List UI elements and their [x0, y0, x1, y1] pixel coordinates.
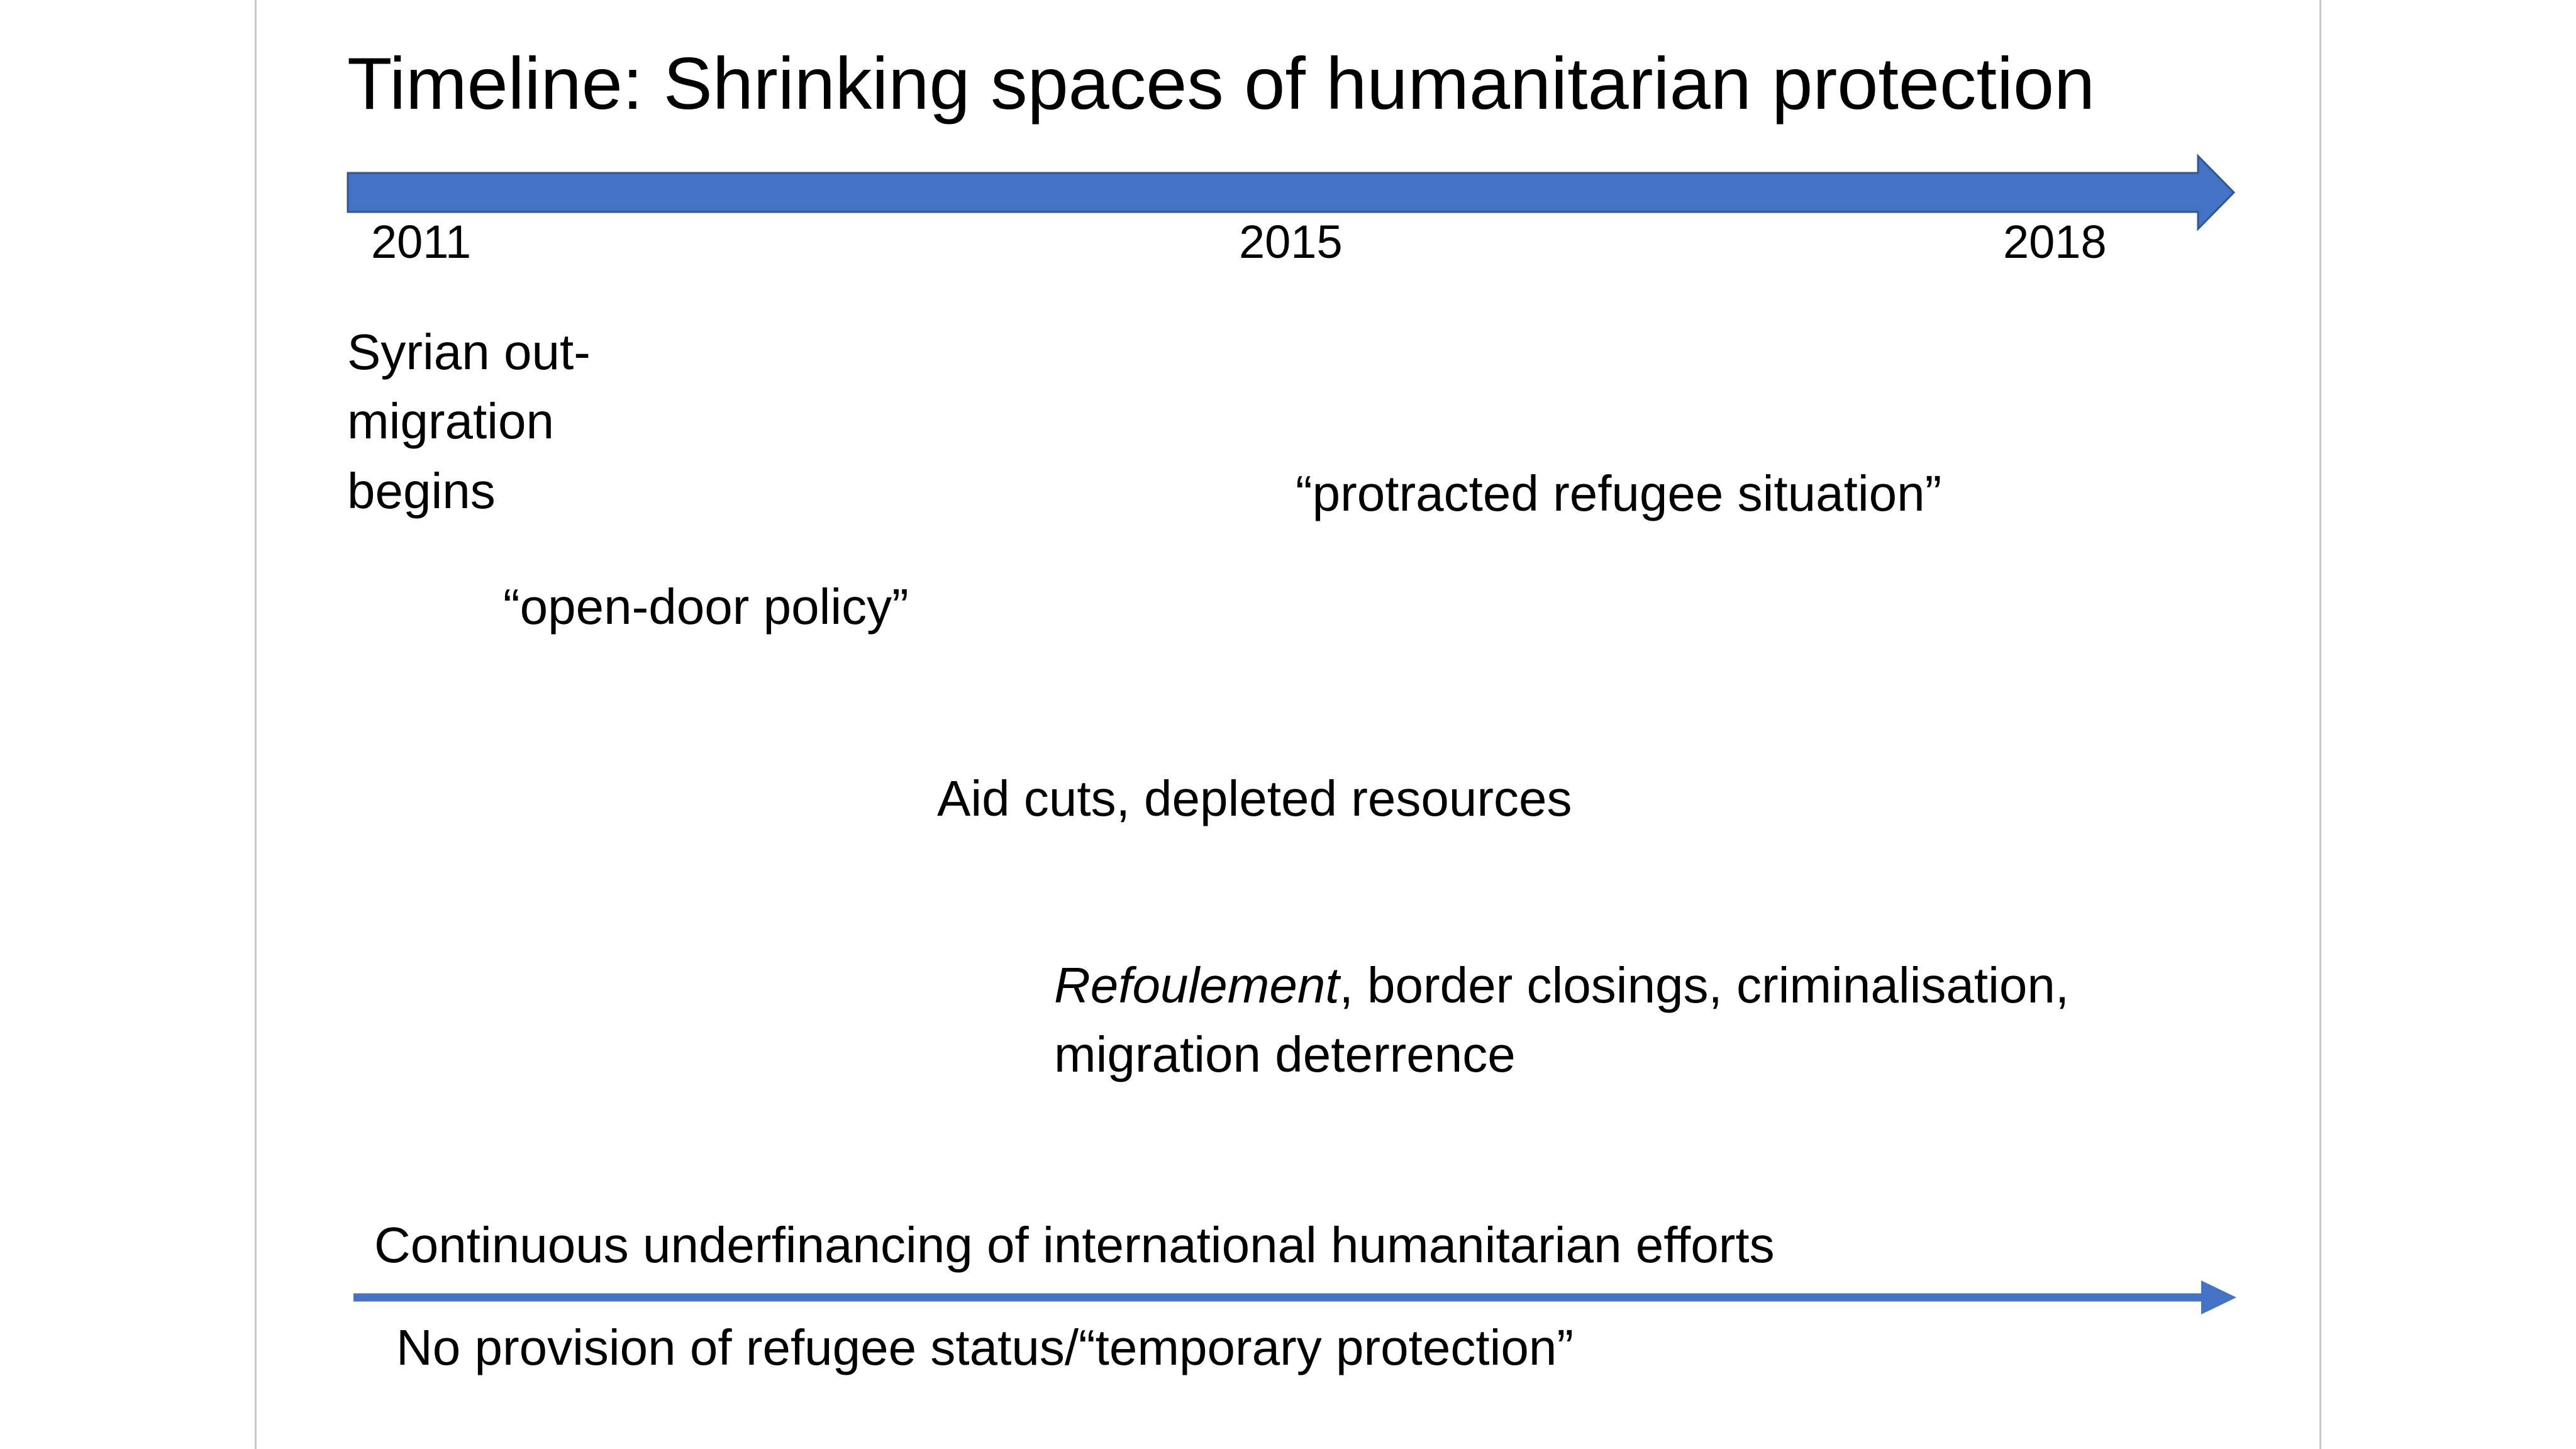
event-syrian-line1: Syrian out- — [347, 324, 591, 380]
year-2015: 2015 — [1239, 216, 1343, 268]
page-title: Timeline: Shrinking spaces of humanitari… — [347, 42, 2096, 125]
refoulement-italic: Refoulement — [1054, 957, 1340, 1013]
slide-left-border — [255, 0, 257, 1449]
event-open-door-policy: “open-door policy” — [503, 579, 909, 635]
event-refoulement-line1: Refoulement, border closings, criminalis… — [1054, 951, 2069, 1020]
event-syrian-line3: begins — [347, 462, 496, 519]
event-refoulement: Refoulement, border closings, criminalis… — [1054, 951, 2069, 1090]
bottom-no-provision: No provision of refugee status/“temporar… — [396, 1319, 1574, 1375]
event-syrian-outmigration: Syrian out- migration begins — [347, 318, 591, 526]
slide-right-border — [2319, 0, 2321, 1449]
bottom-timeline-arrowhead — [2201, 1280, 2236, 1314]
year-2018: 2018 — [2003, 216, 2107, 268]
event-protracted-situation: “protracted refugee situation” — [1296, 465, 1942, 521]
main-timeline-arrow — [347, 153, 2236, 231]
refoulement-rest: , border closings, criminalisation, — [1339, 957, 2070, 1013]
event-aid-cuts: Aid cuts, depleted resources — [937, 770, 1572, 826]
event-syrian-line2: migration — [347, 393, 555, 450]
bottom-underfinancing: Continuous underfinancing of internation… — [374, 1217, 1775, 1273]
event-refoulement-line2: migration deterrence — [1054, 1026, 1516, 1083]
year-2011: 2011 — [371, 216, 472, 268]
